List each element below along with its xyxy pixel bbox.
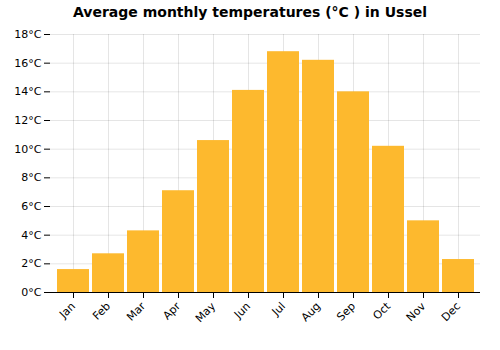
svg-text:14°C: 14°C xyxy=(14,85,41,98)
html-text:Average monthly temperatures (: Average monthly temperatures (°C ) in Us… xyxy=(73,4,427,20)
svg-text:Jun: Jun xyxy=(231,300,253,322)
svg-text:Nov: Nov xyxy=(404,299,429,324)
svg-text:0°C: 0°C xyxy=(21,286,41,299)
svg-text:Feb: Feb xyxy=(90,300,113,323)
svg-text:4°C: 4°C xyxy=(21,229,41,242)
svg-text:12°C: 12°C xyxy=(14,114,41,127)
svg-text:Aug: Aug xyxy=(299,300,323,324)
svg-text:10°C: 10°C xyxy=(14,143,41,156)
svg-text:8°C: 8°C xyxy=(21,171,41,184)
svg-text:16°C: 16°C xyxy=(14,57,41,70)
svg-text:Dec: Dec xyxy=(439,300,463,324)
svg-text:May: May xyxy=(193,299,219,325)
svg-text:18°C: 18°C xyxy=(14,28,41,41)
svg-text:Oct: Oct xyxy=(370,299,393,322)
svg-text:Sep: Sep xyxy=(334,300,358,324)
svg-text:Jul: Jul xyxy=(269,300,288,319)
svg-text:Jan: Jan xyxy=(56,300,78,322)
svg-text:6°C: 6°C xyxy=(21,200,41,213)
svg-text:2°C: 2°C xyxy=(21,257,41,270)
svg-text:Mar: Mar xyxy=(124,299,148,323)
svg-text:Apr: Apr xyxy=(160,299,183,322)
